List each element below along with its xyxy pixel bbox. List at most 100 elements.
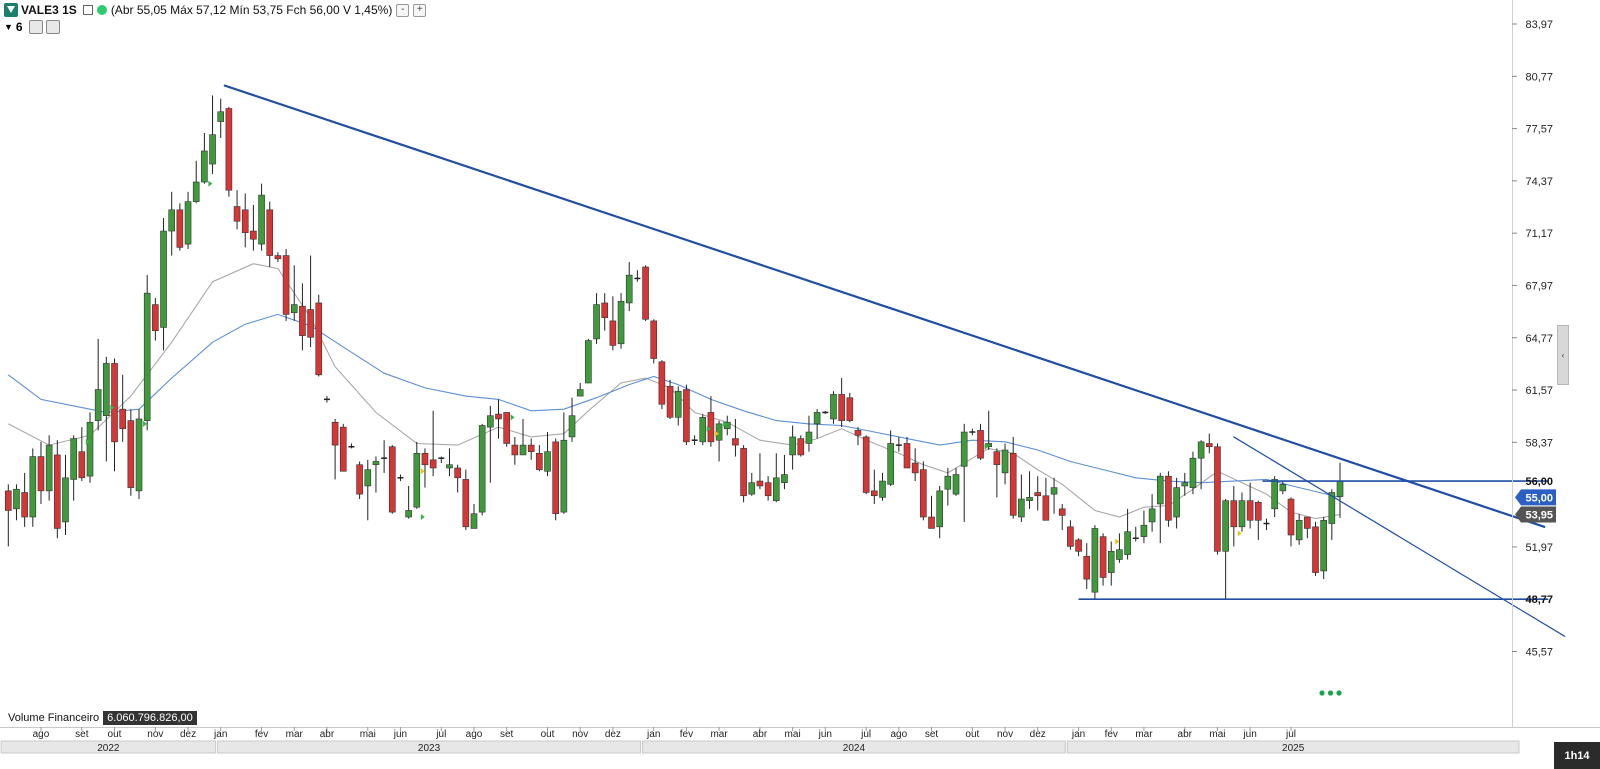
symbol-label[interactable]: VALE3 1S — [21, 3, 77, 17]
moving-average-slow-line — [7, 313, 1341, 498]
more-dot — [1327, 690, 1334, 696]
candle — [740, 445, 747, 503]
candle-body — [1189, 457, 1197, 488]
candle-body — [936, 490, 943, 528]
candle — [1304, 516, 1311, 539]
month-label: mai — [360, 729, 376, 740]
collapse-panel-button[interactable]: ‹ — [1557, 325, 1569, 385]
candle-body — [1304, 516, 1311, 529]
price-tick-label: 61,57 — [1525, 385, 1553, 397]
signal-marker — [1237, 530, 1242, 537]
candle-body — [536, 452, 543, 470]
year-band: 2024 — [641, 740, 1066, 754]
candle — [315, 294, 323, 377]
candle — [381, 440, 388, 473]
month-label: out — [965, 729, 979, 740]
candle — [388, 445, 396, 514]
price-tick-label: 51,97 — [1525, 542, 1553, 554]
candle — [593, 293, 600, 344]
candle — [339, 423, 347, 472]
markers — [85, 180, 1242, 545]
candle-body — [1173, 487, 1180, 518]
candle-body — [250, 230, 257, 240]
price-badge-bg — [1515, 489, 1556, 506]
candle-body — [1026, 497, 1033, 501]
candle-body — [1075, 539, 1082, 552]
month-label: nov — [147, 729, 163, 740]
candle — [45, 435, 53, 501]
month-label: fev — [255, 729, 268, 740]
candle-body — [560, 439, 568, 513]
candle — [241, 193, 249, 248]
candle — [862, 435, 870, 495]
candle — [552, 438, 559, 521]
candle — [348, 443, 355, 449]
candle-body — [62, 477, 69, 523]
candle — [781, 454, 788, 490]
candle-body — [707, 412, 715, 443]
year-label: 2025 — [1282, 743, 1305, 754]
candle — [1205, 433, 1213, 454]
time-axis[interactable]: ago set out nov dez jan fev mar abr mai jun jul ago s… — [0, 727, 1600, 754]
candle — [495, 399, 502, 439]
volume-panel-label: Volume Financeiro 6.060.796.826,00 — [8, 711, 197, 725]
chart-type-icon[interactable] — [82, 5, 93, 15]
price-tick-label: 74,37 — [1525, 176, 1553, 188]
year-band-bg — [217, 740, 641, 754]
candle-body — [568, 415, 576, 438]
year-label: 2022 — [97, 743, 120, 754]
month-label: dez — [1030, 729, 1046, 740]
candle-body — [674, 390, 682, 418]
candle — [1255, 500, 1262, 540]
more-dot — [1336, 690, 1342, 696]
candle-body — [70, 438, 77, 480]
timeframe-button[interactable]: 1h14 — [1554, 742, 1600, 769]
year-label: 2024 — [843, 743, 866, 754]
candle — [1050, 477, 1058, 514]
candle-body — [552, 441, 559, 515]
year-band-bg — [641, 740, 1066, 754]
candle-body — [715, 423, 723, 441]
candle-body — [977, 430, 984, 459]
candle — [1156, 472, 1164, 544]
indicator-grid-icon[interactable] — [28, 20, 43, 34]
candle — [952, 467, 960, 496]
signal-marker — [706, 425, 711, 432]
candle-body — [356, 464, 363, 495]
candle-body — [503, 412, 510, 444]
more-options-dots[interactable] — [1319, 690, 1342, 696]
live-status-icon — [96, 5, 107, 15]
candle-body — [168, 209, 175, 232]
price-axis[interactable]: 83,97 80,77 77,57 74,37 71,17 67,97 64,77 61,57… — [1512, 0, 1556, 727]
price-tick-label: 45,57 — [1525, 647, 1553, 659]
candle — [160, 217, 167, 351]
candle — [152, 298, 159, 341]
add-icon[interactable]: + — [413, 3, 427, 17]
candle — [429, 410, 437, 477]
candle — [609, 296, 617, 351]
candle — [1140, 510, 1148, 544]
minimize-icon[interactable]: - — [396, 3, 410, 17]
candle — [413, 441, 421, 509]
candle-body — [1336, 480, 1344, 497]
candle-body — [764, 482, 772, 497]
year-band-bg — [0, 740, 217, 754]
candle-body — [1001, 449, 1009, 474]
indicator-settings-icon[interactable] — [45, 20, 60, 34]
price-tick-label: 77,57 — [1525, 124, 1553, 136]
candle — [854, 427, 862, 446]
chevron-left-icon: ‹ — [1561, 350, 1565, 360]
indicator-count[interactable]: 6 — [15, 20, 23, 34]
candle — [813, 409, 821, 439]
candle-body — [658, 361, 666, 405]
trend-line — [223, 84, 1546, 528]
candle — [176, 203, 184, 251]
candle-body — [1197, 441, 1205, 459]
chevron-down-icon[interactable]: ▼ — [4, 22, 13, 32]
month-label: nov — [997, 729, 1013, 740]
candle — [143, 275, 151, 431]
candle-body — [94, 389, 102, 421]
candle-body — [266, 209, 274, 256]
drawing-lines[interactable] — [223, 84, 1566, 637]
